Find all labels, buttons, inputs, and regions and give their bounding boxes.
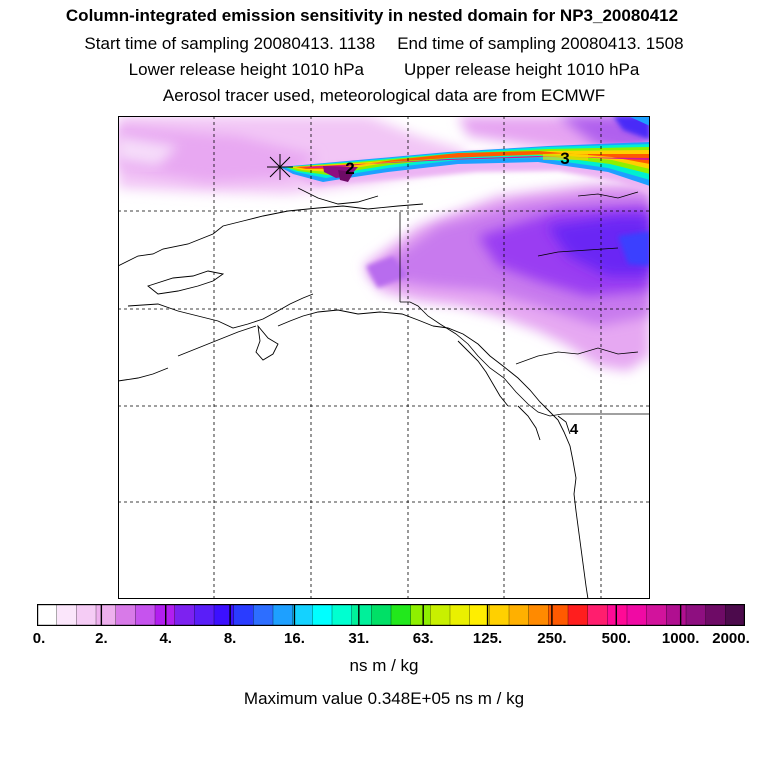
colorbar-cell: [115, 604, 136, 626]
max-value-label: Maximum value 0.348E+05 ns m / kg: [243, 689, 525, 708]
colorbar-cell: [351, 604, 372, 626]
colorbar-cell: [489, 604, 510, 626]
sensitivity-field: [118, 116, 650, 371]
tracer-label: Aerosol tracer used, meteorological data…: [162, 86, 606, 105]
colorbar-tick-label: 2000.: [712, 630, 750, 647]
colorbar-cell: [56, 604, 77, 626]
colorbar: [37, 604, 745, 626]
lower-height-label: Lower release height 1010 hPa: [128, 60, 364, 79]
colorbar-cell: [508, 604, 530, 626]
colorbar-cell: [174, 604, 195, 626]
colorbar-cell: [135, 604, 156, 626]
borders: [399, 191, 650, 417]
colorbar-tick-label: 31.: [348, 630, 370, 647]
colorbar-cell: [725, 604, 745, 626]
colorbar-tick-label: 4.: [159, 630, 172, 647]
colorbar-cell: [371, 604, 392, 626]
map-marker-4: 4: [570, 421, 579, 438]
release-height-line: Lower release height 1010 hPa Upper relea…: [0, 60, 768, 80]
colorbar-cell: [430, 604, 451, 626]
asterisk-icon: [267, 154, 293, 180]
colorbar-cell: [449, 604, 471, 626]
colorbar-cell: [272, 604, 294, 626]
sampling-time-line: Start time of sampling 20080413. 1138 End…: [0, 34, 768, 54]
colorbar-cell: [646, 604, 667, 626]
colorbar-cell: [331, 604, 353, 626]
colorbar-cell: [154, 604, 176, 626]
colorbar-tick-label: 250.: [537, 630, 567, 647]
colorbar-cell: [469, 604, 490, 626]
colorbar-cell: [587, 604, 608, 626]
map-panel: 2 3 4: [118, 116, 650, 599]
colorbar-cell: [567, 604, 589, 626]
colorbar-tick-label: 16.: [284, 630, 305, 647]
colorbar-cell: [312, 604, 333, 626]
colorbar-cell: [528, 604, 549, 626]
end-time-label: End time of sampling 20080413. 1508: [397, 34, 684, 53]
colorbar-cell: [292, 604, 313, 626]
plot-title: Column-integrated emission sensitivity i…: [65, 6, 679, 25]
upper-height-label: Upper release height 1010 hPa: [404, 60, 640, 79]
colorbar-cell: [666, 604, 687, 626]
colorbar-tick-label: 63.: [412, 630, 434, 647]
colorbar-cell: [95, 604, 117, 626]
map-frame: [118, 116, 650, 599]
colorbar-cell: [607, 604, 628, 626]
map-marker-2: 2: [345, 159, 354, 178]
colorbar-cell: [705, 604, 726, 626]
map-marker-3: 3: [560, 149, 569, 168]
colorbar-tick-label: 2.: [95, 630, 108, 647]
colorbar-tick-label: 8.: [223, 630, 237, 647]
colorbar-tick-label: 1000.: [661, 630, 700, 647]
colorbar-cell: [390, 604, 412, 626]
colorbar-cell: [194, 604, 215, 626]
colorbar-tick-label: 500.: [601, 630, 631, 647]
colorbar-units: ns m / kg: [349, 656, 419, 675]
colorbar-cell: [626, 604, 648, 626]
colorbar-cell: [253, 604, 274, 626]
start-time-label: Start time of sampling 20080413. 1138: [84, 34, 376, 53]
colorbar-cell: [76, 604, 97, 626]
colorbar-cell: [410, 604, 431, 626]
colorbar-cell: [37, 604, 58, 626]
colorbar-cell: [213, 604, 235, 626]
colorbar-tick-label: 125.: [472, 630, 503, 647]
grid-lines: [118, 116, 650, 599]
colorbar-cell: [233, 604, 254, 626]
colorbar-cell: [685, 604, 707, 626]
colorbar-tick-label: 0.: [32, 630, 46, 647]
